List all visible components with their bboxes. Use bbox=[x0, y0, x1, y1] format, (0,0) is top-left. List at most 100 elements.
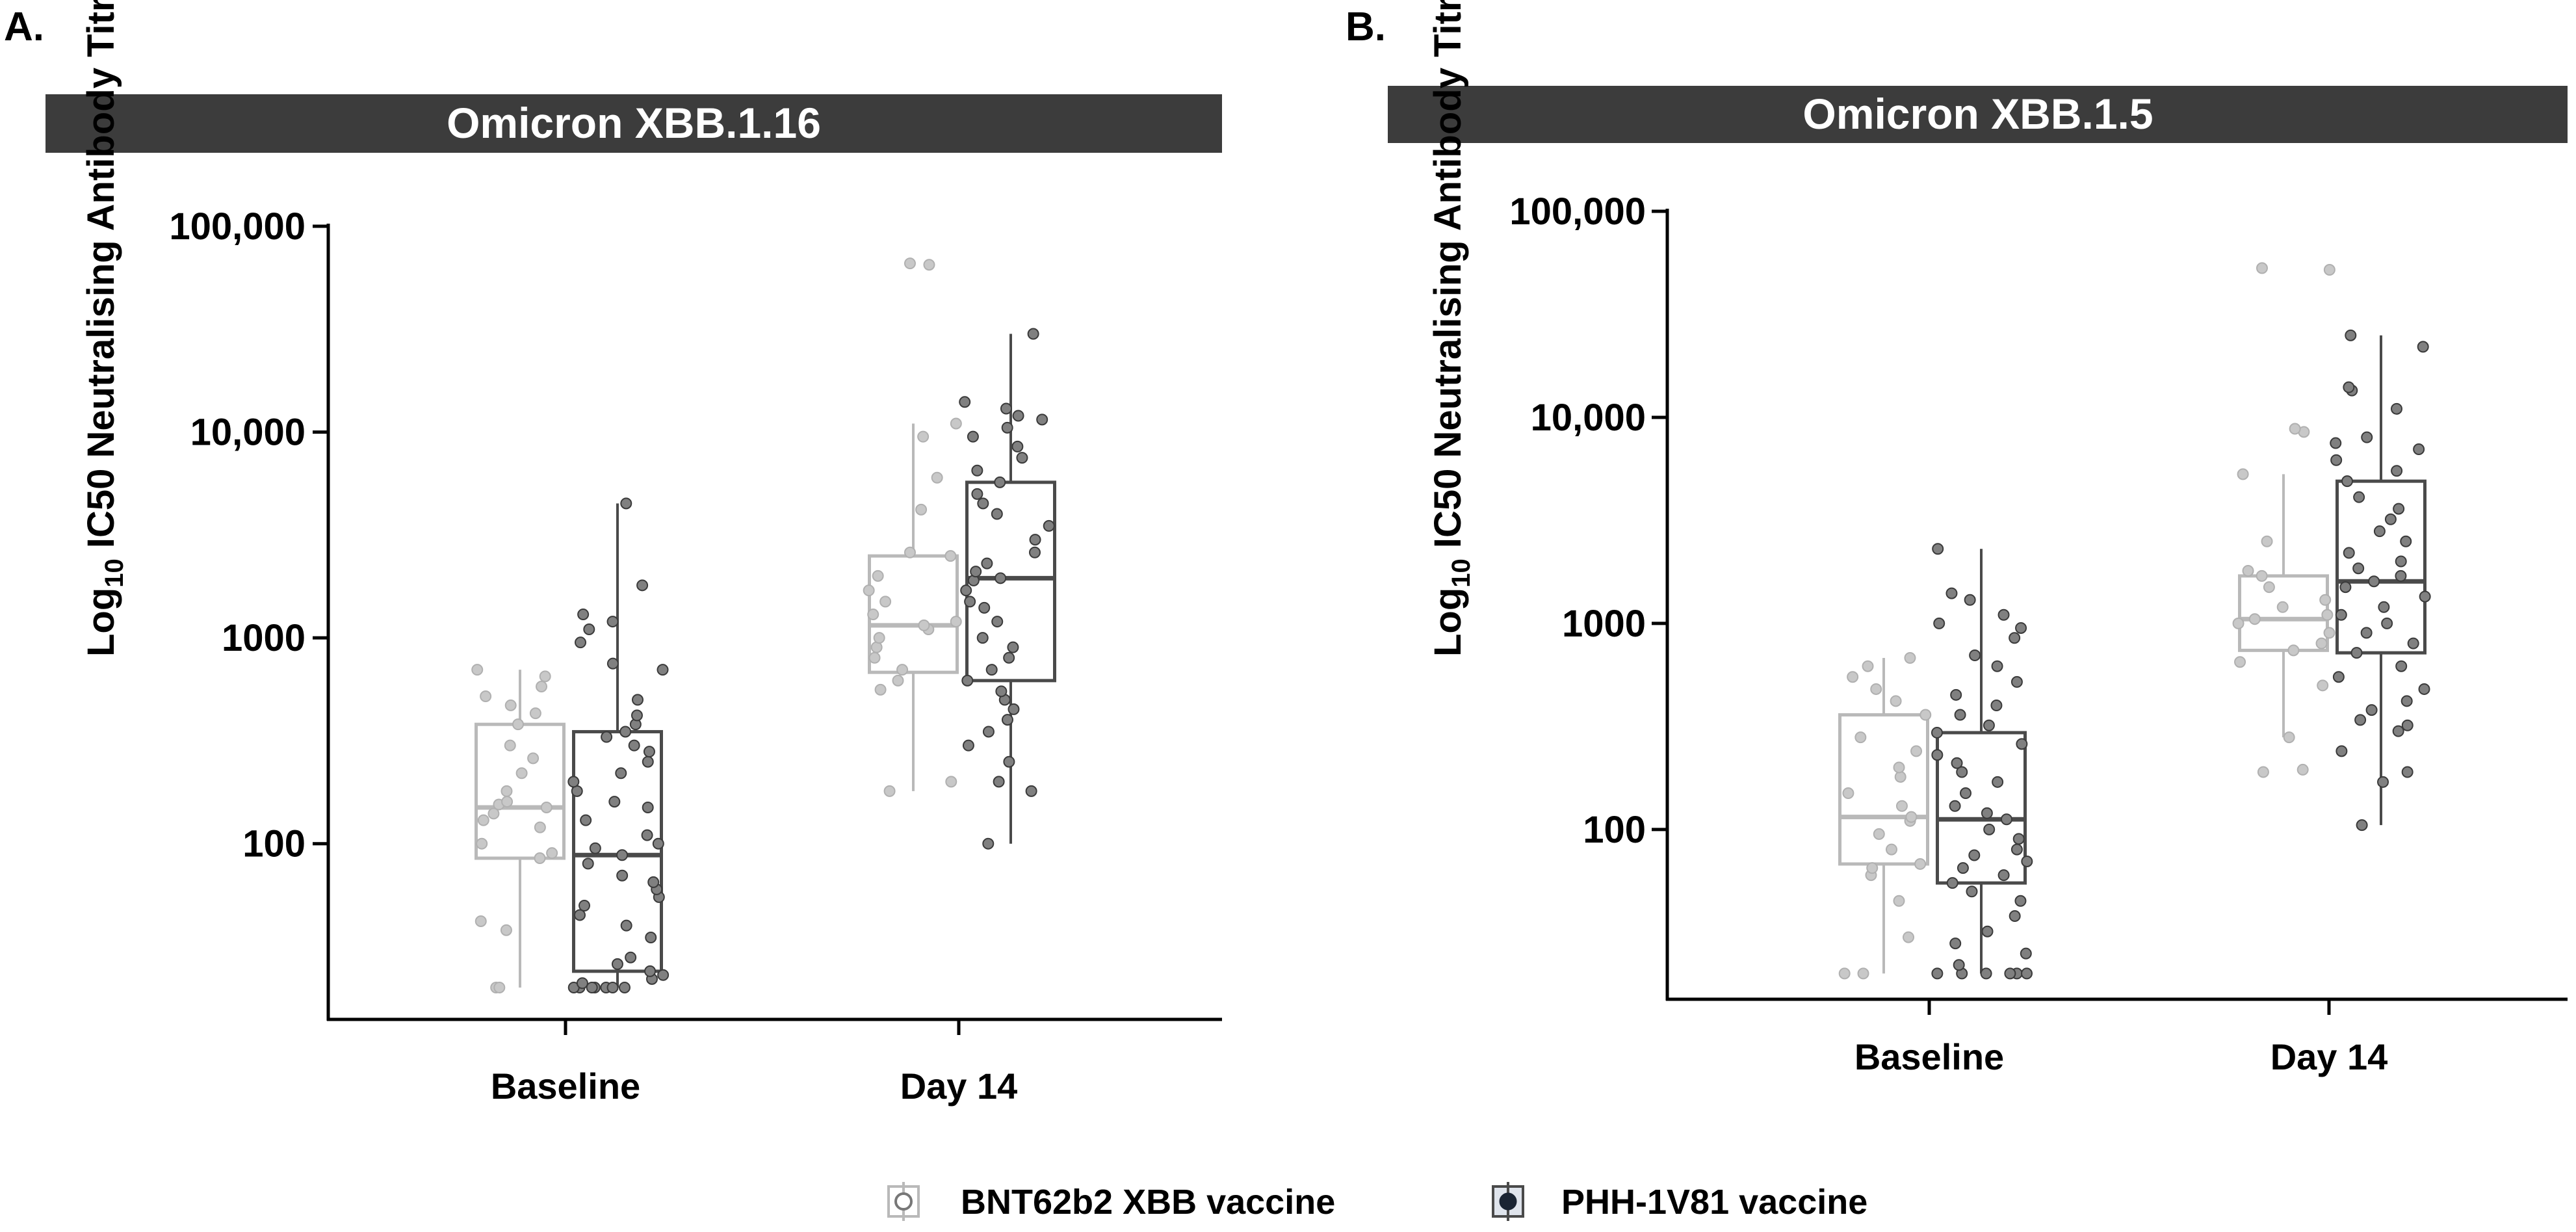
data-point bbox=[2315, 637, 2328, 649]
data-point bbox=[1842, 787, 1854, 800]
panel-b-box-phh-1 bbox=[2330, 329, 2431, 832]
data-point bbox=[480, 690, 492, 703]
panel-a-box-bnt-0 bbox=[471, 664, 566, 993]
data-point bbox=[2391, 402, 2403, 415]
data-point bbox=[2353, 491, 2365, 503]
iqr-box bbox=[572, 729, 663, 973]
data-point bbox=[2419, 590, 2431, 603]
data-point bbox=[1902, 931, 1914, 943]
panel-a-category-label: Baseline bbox=[491, 1066, 640, 1107]
data-point bbox=[1854, 731, 1867, 744]
data-point bbox=[960, 584, 972, 597]
data-point bbox=[1949, 800, 1961, 812]
data-point bbox=[970, 566, 982, 578]
data-point bbox=[1953, 959, 1965, 971]
data-point bbox=[534, 821, 546, 833]
data-point bbox=[2418, 683, 2430, 695]
panel-a-category-label: Day 14 bbox=[900, 1066, 1018, 1107]
panel-b: B. Omicron XBB.1.5 Log10 IC50 Neutralisi… bbox=[1346, 0, 2568, 1077]
data-point bbox=[1990, 700, 2003, 712]
data-point bbox=[1894, 770, 1906, 783]
data-point bbox=[477, 814, 489, 826]
panel-b-y-tick-label: 10,000 bbox=[1531, 397, 1646, 439]
data-point bbox=[962, 739, 974, 752]
legend: BNT62b2 XBB vaccine PHH-1V81 vaccine bbox=[887, 1182, 1867, 1222]
data-point bbox=[567, 776, 580, 788]
data-point bbox=[601, 731, 613, 743]
iqr-box bbox=[1936, 731, 2027, 885]
panel-b-box-bnt-0 bbox=[1838, 651, 1932, 980]
data-point bbox=[2360, 627, 2373, 639]
data-point bbox=[2012, 833, 2025, 845]
data-point bbox=[625, 951, 637, 963]
data-point bbox=[1914, 858, 1927, 870]
data-point bbox=[2400, 695, 2413, 707]
panel-b-title: Omicron XBB.1.5 bbox=[1802, 90, 2153, 138]
data-point bbox=[1857, 967, 1869, 980]
data-point bbox=[501, 796, 514, 808]
data-point bbox=[944, 550, 957, 562]
data-point bbox=[2323, 264, 2335, 276]
data-point bbox=[1919, 709, 1932, 721]
data-point bbox=[2237, 468, 2249, 480]
data-point bbox=[1862, 660, 1874, 672]
data-point bbox=[628, 739, 640, 752]
data-point bbox=[2009, 632, 2021, 644]
data-point bbox=[512, 718, 525, 731]
data-point bbox=[2234, 656, 2246, 668]
data-point bbox=[606, 981, 619, 993]
data-point bbox=[1992, 776, 2004, 788]
data-point bbox=[2354, 714, 2367, 726]
data-point bbox=[1893, 761, 1905, 774]
filled-circle-icon bbox=[1492, 1182, 1524, 1221]
data-point bbox=[950, 616, 962, 628]
data-point bbox=[1003, 755, 1015, 768]
data-point bbox=[1905, 811, 1918, 823]
data-point bbox=[2248, 613, 2261, 625]
data-point bbox=[1893, 895, 1905, 907]
data-point bbox=[606, 616, 619, 628]
data-point bbox=[1964, 594, 1976, 606]
data-point bbox=[2263, 581, 2275, 594]
data-point bbox=[2400, 535, 2412, 547]
data-point bbox=[501, 785, 513, 797]
data-point bbox=[2381, 617, 2393, 629]
data-point bbox=[577, 609, 590, 621]
data-point bbox=[645, 932, 657, 944]
data-point bbox=[578, 899, 590, 911]
data-point bbox=[863, 584, 875, 597]
data-point bbox=[620, 497, 632, 510]
data-point bbox=[2352, 562, 2365, 575]
data-point bbox=[1960, 787, 1972, 800]
data-point bbox=[995, 685, 1008, 698]
data-point bbox=[2384, 513, 2397, 525]
data-point bbox=[959, 396, 971, 408]
data-point bbox=[2256, 262, 2268, 274]
data-point bbox=[1001, 421, 1013, 434]
data-point bbox=[2413, 443, 2425, 456]
data-point bbox=[1029, 534, 1041, 546]
data-point bbox=[994, 476, 1006, 488]
panel-b-box-phh-0 bbox=[1931, 543, 2033, 980]
data-point bbox=[2242, 564, 2254, 577]
data-point bbox=[1873, 828, 1885, 840]
data-point bbox=[1904, 651, 1916, 664]
data-point bbox=[1012, 410, 1024, 422]
data-point bbox=[2256, 570, 2268, 582]
data-point bbox=[2350, 647, 2363, 659]
panel-a-y-tick-label: 1000 bbox=[222, 617, 306, 659]
data-point bbox=[2368, 575, 2380, 588]
panel-a-y-tick-label: 100,000 bbox=[169, 205, 306, 248]
data-point bbox=[1025, 785, 1037, 797]
data-point bbox=[931, 471, 943, 484]
data-point bbox=[1000, 402, 1012, 415]
data-point bbox=[892, 674, 904, 687]
data-point bbox=[923, 259, 935, 271]
panel-a-y-tick-label: 10,000 bbox=[190, 412, 306, 454]
data-point bbox=[652, 837, 664, 850]
data-point bbox=[1838, 967, 1851, 980]
data-point bbox=[636, 579, 649, 592]
data-point bbox=[872, 570, 884, 582]
data-point bbox=[2317, 679, 2329, 692]
